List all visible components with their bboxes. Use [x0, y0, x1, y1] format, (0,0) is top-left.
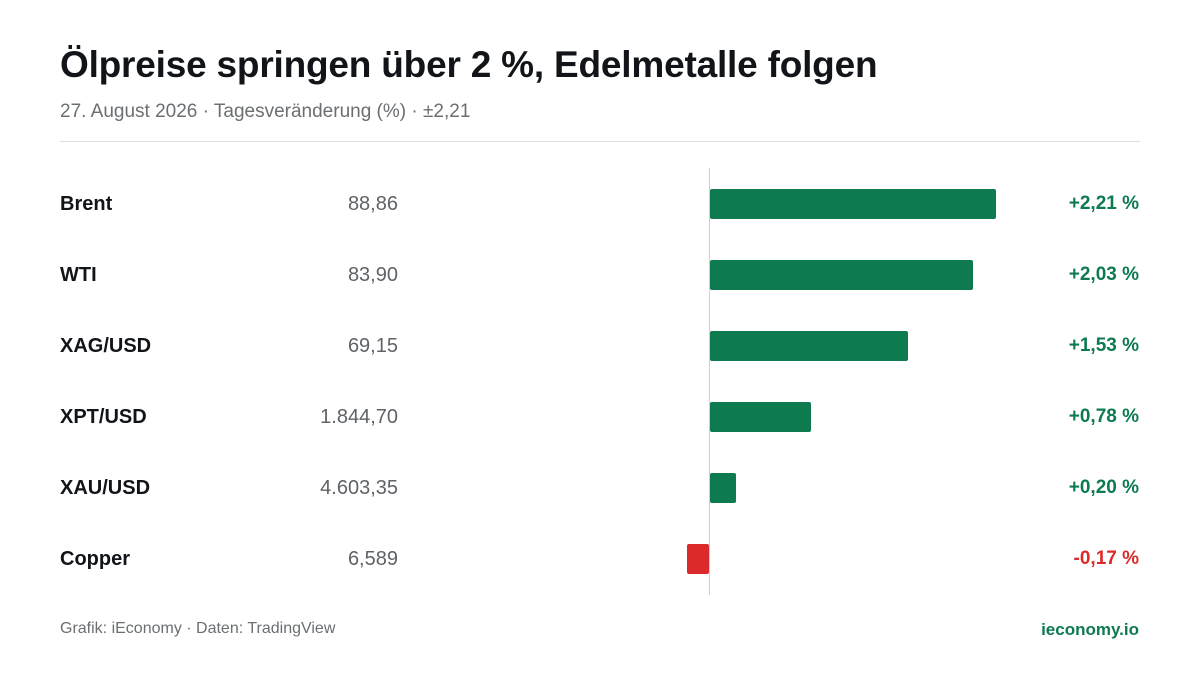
bar [710, 402, 811, 432]
source-credit: Grafik: iEconomy · Daten: TradingView [60, 620, 336, 637]
chart-row: Brent 88,86 +2,21 % [0, 189, 1200, 219]
chart-row: XAU/USD 4.603,35 +0,20 % [0, 473, 1200, 503]
change-label: +0,78 % [1068, 406, 1139, 427]
change-label: +2,21 % [1068, 193, 1139, 214]
bar [710, 260, 973, 290]
category-label: XAU/USD [60, 477, 151, 499]
chart-row: WTI 83,90 +2,03 % [0, 260, 1200, 290]
page-title: Ölpreise springen über 2 %, Edelmetalle … [60, 44, 878, 85]
price-label: 4.603,35 [320, 477, 398, 499]
bar [710, 331, 908, 361]
change-label: -0,17 % [1073, 548, 1139, 569]
chart-row: Copper 6,589 -0,17 % [0, 544, 1200, 574]
category-label: Copper [60, 548, 130, 570]
bar [687, 544, 709, 574]
brand-label: ieconomy.io [1041, 620, 1139, 639]
bar [710, 189, 996, 219]
chart-row: XAG/USD 69,15 +1,53 % [0, 331, 1200, 361]
price-label: 83,90 [347, 264, 398, 286]
bar [710, 473, 736, 503]
change-label: +1,53 % [1068, 335, 1139, 356]
category-label: XAG/USD [60, 335, 152, 357]
price-label: 1.844,70 [320, 406, 398, 428]
price-label: 88,86 [347, 193, 398, 215]
price-label: 6,589 [347, 548, 398, 570]
chart-row: XPT/USD 1.844,70 +0,78 % [0, 402, 1200, 432]
category-label: XPT/USD [60, 406, 147, 428]
change-label: +0,20 % [1068, 477, 1139, 498]
change-label: +2,03 % [1068, 264, 1139, 285]
header-divider [60, 141, 1140, 142]
page-subtitle: 27. August 2026 · Tagesveränderung (%) ·… [60, 101, 471, 122]
zero-axis-line [709, 168, 710, 595]
category-label: Brent [60, 193, 113, 215]
price-label: 69,15 [347, 335, 398, 357]
category-label: WTI [60, 264, 97, 286]
